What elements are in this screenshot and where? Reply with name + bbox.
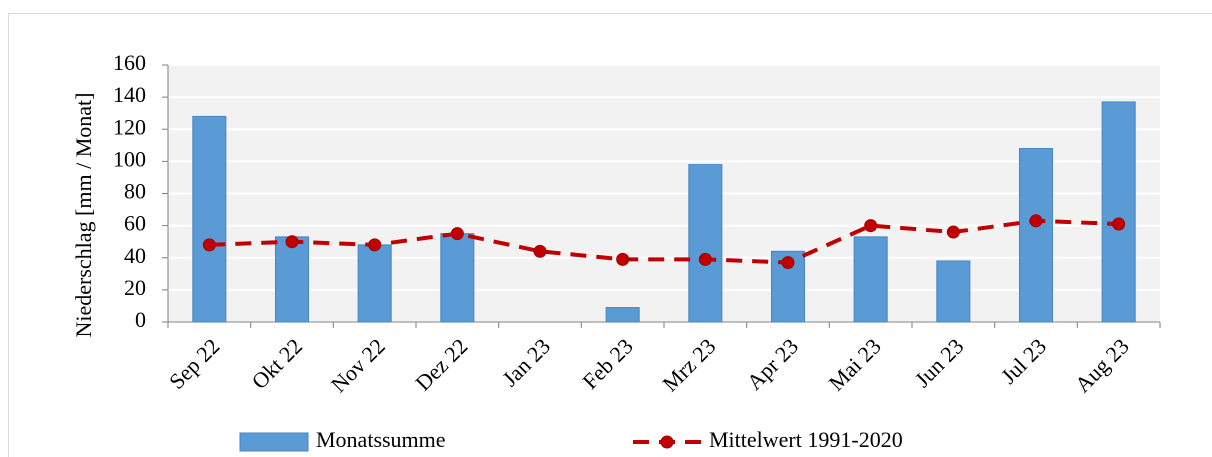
line [209,218,1119,265]
legend-marker [660,435,674,449]
bar [688,164,723,323]
bar [357,244,392,323]
legend-swatch [239,432,309,452]
bar [853,236,888,323]
x-tick-label: Nov 22 [326,333,390,397]
x-tick-label: Feb 23 [577,333,637,393]
x-tick-label: Apr 23 [742,333,803,394]
bar [936,260,971,323]
x-tick-label: Jun 23 [910,333,969,392]
x-tick-label: Jan 23 [497,333,555,391]
y-tick-label: 40 [124,243,146,268]
y-tick-label: 100 [113,146,146,171]
chart-frame [8,13,1212,457]
y-tick-label: 0 [135,307,146,332]
line-marker [285,235,299,249]
line-marker [781,256,795,270]
legend-label: Monatssumme [316,427,446,452]
line-marker [202,238,216,252]
line-marker [946,225,960,239]
bar [274,236,310,323]
legend-label: Mittelwert 1991-2020 [709,427,903,452]
y-tick-label: 160 [113,50,146,75]
x-tick-label: Aug 23 [1070,333,1134,397]
x-tick-label: Jul 23 [996,333,1051,388]
line-marker [616,252,630,266]
line-marker [864,219,878,233]
bar [192,115,227,323]
y-tick-label: 120 [113,114,146,139]
y-axis-label: Niederschlag [mm / Monat] [71,93,96,338]
y-tick-label: 60 [124,211,146,236]
x-tick-label: Okt 22 [247,333,307,393]
x-tick-label: Mrz 23 [657,333,720,396]
bar [605,307,640,323]
line-marker [368,238,382,252]
y-tick-label: 20 [124,275,146,300]
line-marker [533,244,547,258]
x-tick-label: Dez 22 [410,333,472,395]
x-tick-label: Mai 23 [824,333,886,395]
x-tick-label: Sep 22 [164,333,224,393]
bar [1101,101,1136,323]
y-tick-label: 80 [124,179,146,204]
line-marker [1112,217,1126,231]
y-tick-label: 140 [113,82,146,107]
line-marker [450,227,464,241]
bar [1018,148,1054,323]
line-marker [1029,214,1043,228]
bar [440,233,475,323]
line-marker [698,252,712,266]
